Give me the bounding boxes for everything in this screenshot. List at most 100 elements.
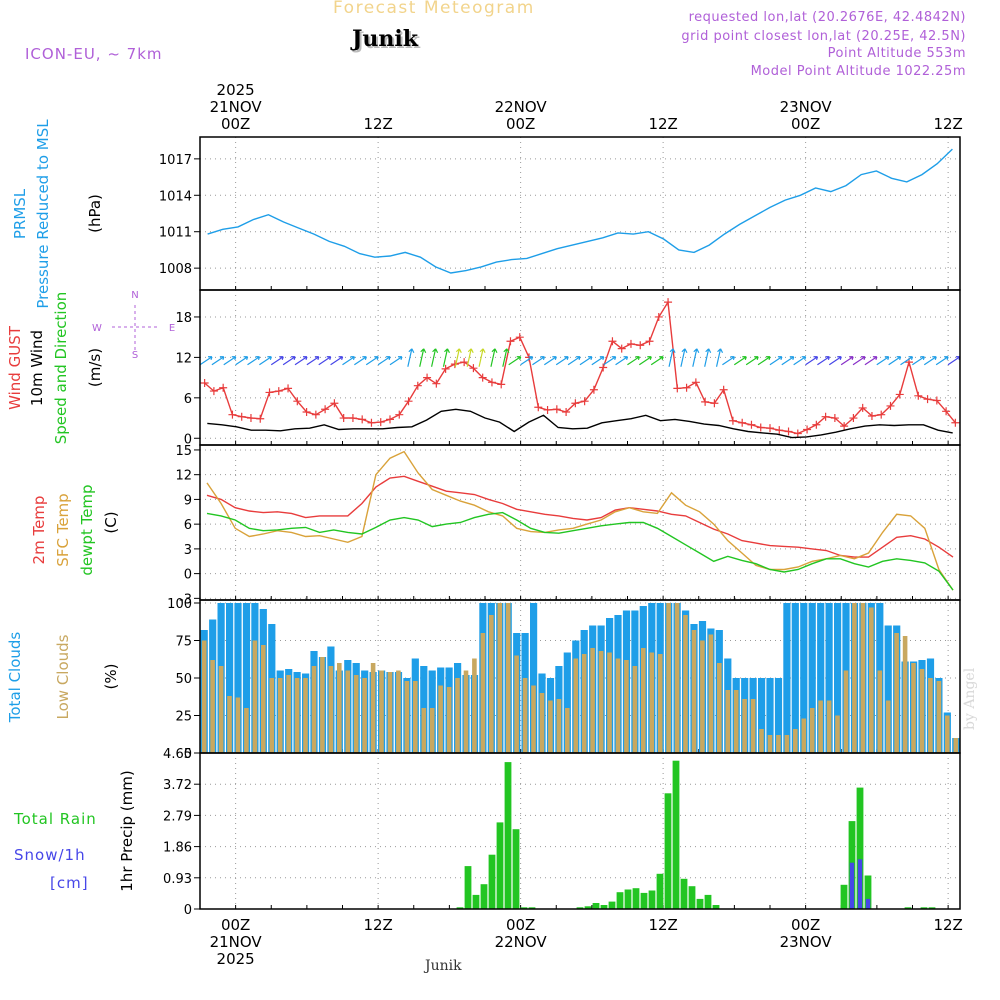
gust-marker [571,399,580,408]
bar-low-clouds [666,603,671,753]
gust-marker [664,298,673,307]
bar-low-clouds [598,651,604,753]
bar-total-rain [928,907,936,909]
gust-marker [450,360,459,369]
bar-low-clouds [463,670,469,753]
bar-total-rain [520,907,528,909]
wind-arrow [828,356,842,366]
wind-arrow [235,356,249,366]
bar-low-clouds [261,645,266,753]
gust-marker [330,399,339,408]
gust-marker [487,378,496,387]
panel-3: -3 0 3 6 9 12 15 2m Temp SFC Temp dewpt Temp (C) [30,444,961,607]
gust-marker [942,407,951,416]
bar-low-clouds [252,640,258,753]
gust-marker [766,424,774,433]
wind-arrow [668,348,676,367]
bottom-time-label: 21NOV [210,933,263,951]
gust-marker [506,337,515,346]
compass-e: E [169,323,175,334]
top-time-label: 2025 [217,81,255,99]
wind-arrow [508,356,522,366]
bar-low-clouds [615,658,621,753]
gust-marker [728,416,737,425]
wind-arrow [650,356,664,366]
bar-total-rain [856,787,864,909]
gust-marker [840,422,849,431]
gust-marker [821,412,830,421]
bar-total-clouds [808,603,816,753]
wind-arrow [579,356,593,366]
bar-total-rain [648,890,656,909]
wind-arrow [454,348,462,367]
y-tick-label: 0 [184,568,192,583]
wind-arrow [354,356,367,366]
gust-marker [321,405,330,414]
bar-low-clouds [370,663,376,753]
bar-low-clouds [818,700,823,753]
y-tick-label: 3.72 [163,778,192,793]
series-line-0 [204,299,956,435]
wind-arrow [603,356,617,366]
wind-arrow [342,356,356,366]
gust-marker [886,401,895,410]
gust-marker [645,337,654,346]
bar-low-clouds [624,660,629,753]
panel-4: 0 25 50 75 100 Total Clouds Low Clouds (%) [6,597,961,762]
wind-arrow [377,356,391,366]
unit-label: (hPa) [86,194,104,233]
series-label: Pressure Reduced to MSL [34,119,52,309]
top-time-label: 12Z [363,115,392,133]
bar-low-clouds [691,630,697,753]
gust-marker [784,427,793,436]
wind-arrow [923,356,937,366]
gust-marker [830,414,839,423]
top-time-label: 23NOV [780,98,833,116]
series-label: dewpt Temp [78,484,96,575]
y-tick-label: 0.93 [163,872,192,887]
bottom-time-label: 12Z [933,916,962,934]
meteogram-title: Forecast Meteogram [333,0,535,18]
gust-marker [756,423,765,432]
wind-arrow [591,356,605,366]
gust-marker [849,414,858,423]
bar-low-clouds [885,700,891,753]
bar-total-clouds [884,625,892,753]
y-tick-label: 1008 [159,262,192,277]
wind-arrow [490,348,498,367]
bar-low-clouds [860,603,866,753]
gust-marker [376,418,385,427]
series-label: Low Clouds [54,634,72,719]
bar-total-clouds [783,603,791,753]
wind-arrow [442,348,450,367]
bar-total-rain [696,898,704,909]
bar-total-clouds [800,603,808,753]
bottom-time-label: 22NOV [495,933,548,951]
bar-low-clouds [936,681,942,753]
bar-low-clouds [455,678,460,753]
wind-arrow [840,356,854,366]
bar-total-clouds [791,603,799,753]
gust-marker [497,380,506,389]
bar-total-rain [712,905,720,909]
y-tick-label: 1017 [159,153,192,168]
panel-frame [199,289,961,446]
wind-arrow [282,356,296,366]
bottom-time-label: 00Z [791,916,820,934]
wind-arrow [567,356,581,366]
bottom-time-label: 00Z [221,916,250,934]
panel-frame [199,444,961,601]
bar-total-rain [504,762,512,909]
wind-arrow [259,356,272,366]
gust-marker [895,390,904,399]
bar-total-rain [600,905,608,909]
bar-total-clouds [234,603,242,753]
wind-arrow [294,356,308,366]
gust-marker [951,418,960,427]
bar-total-rain [704,894,712,909]
gust-marker [775,426,784,435]
gust-marker [534,403,543,412]
bar-low-clouds [531,685,536,753]
gust-marker [274,387,283,396]
bar-low-clouds [700,640,705,753]
